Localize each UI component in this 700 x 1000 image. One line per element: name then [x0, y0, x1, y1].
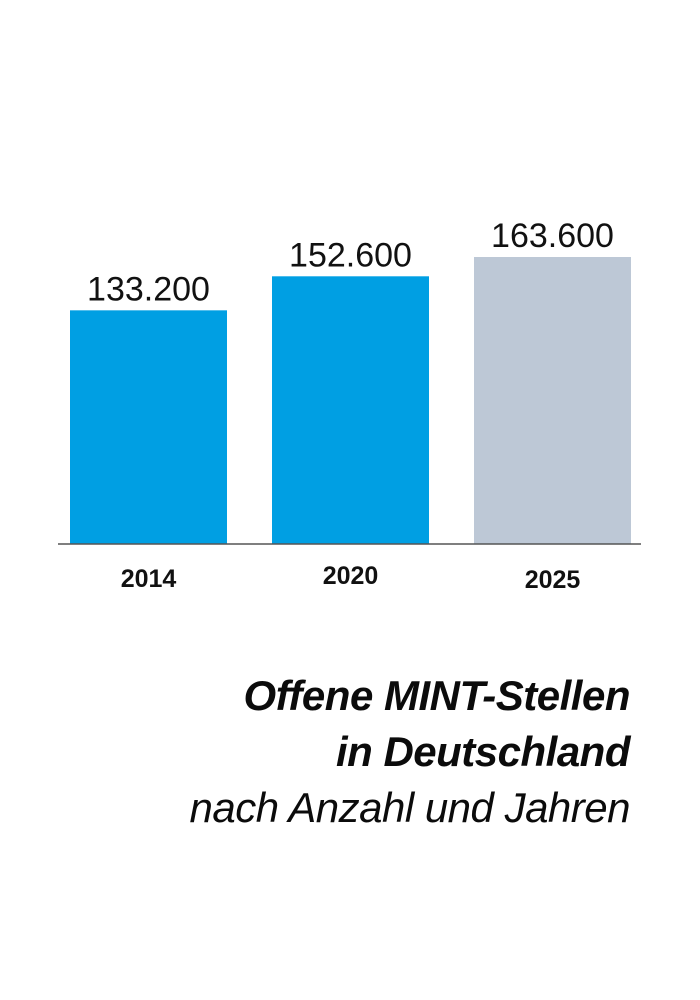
value-label-2014: 133.200 [87, 270, 210, 308]
chart-caption: Offene MINT-Stellen in Deutschland nach … [189, 668, 631, 836]
x-tick-label-2025: 2025 [525, 566, 581, 594]
x-tick-label-2014: 2014 [121, 565, 177, 593]
value-labels-group: 133.200 152.600 163.600 [87, 217, 614, 308]
x-tick-label-2020: 2020 [323, 562, 379, 590]
chart-title-line-1: Offene MINT-Stellen [243, 672, 631, 719]
bar-2020 [272, 276, 429, 544]
value-label-2020: 152.600 [289, 236, 412, 274]
value-label-2025: 163.600 [491, 217, 614, 255]
bars-group [70, 257, 631, 544]
bar-2014 [70, 310, 227, 544]
chart-subtitle: nach Anzahl und Jahren [189, 784, 631, 831]
chart-title-line-2: in Deutschland [335, 728, 631, 775]
x-tick-labels-group: 2014 2020 2025 [121, 562, 581, 594]
bar-2025 [474, 257, 631, 544]
bar-chart: 133.200 152.600 163.600 2014 2020 2025 [58, 217, 641, 594]
